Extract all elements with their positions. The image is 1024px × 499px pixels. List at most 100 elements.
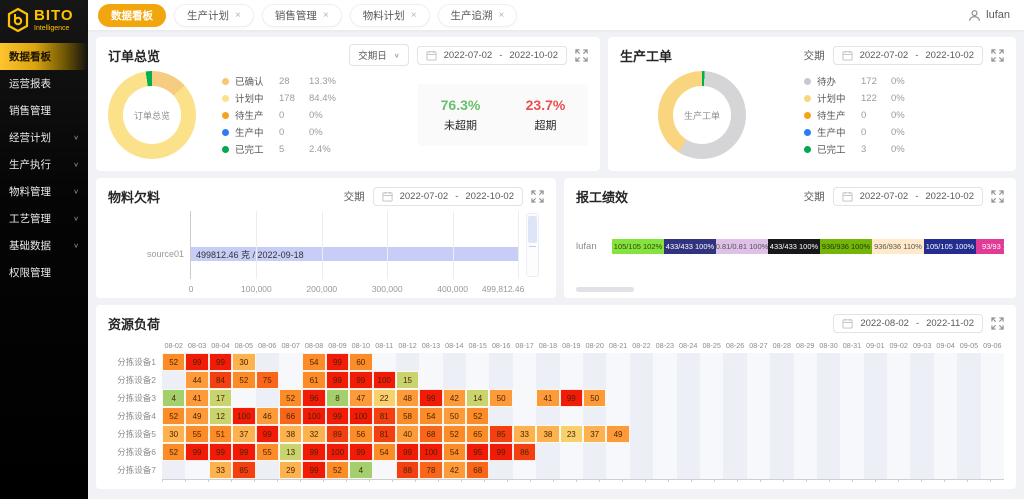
close-icon[interactable]: × xyxy=(322,9,329,21)
horizontal-scrollbar[interactable] xyxy=(576,287,634,292)
heatmap-cell xyxy=(980,407,1004,425)
close-icon[interactable]: × xyxy=(410,9,417,21)
performance-segment-4[interactable]: 433/433 100% xyxy=(768,238,820,254)
heatmap-cell xyxy=(933,425,958,443)
date-range-picker[interactable]: 2022-08-02 - 2022-11-02 xyxy=(833,313,983,333)
legend-row: 生产中 0 0% xyxy=(804,125,925,139)
scrollbar-handle[interactable] xyxy=(528,216,537,244)
fullscreen-icon[interactable] xyxy=(991,316,1004,330)
heatmap-cell: 50 xyxy=(442,407,467,425)
user-area[interactable]: lufan xyxy=(968,9,1010,22)
heatmap-cell: 30 xyxy=(162,425,186,443)
sidebar-item-4[interactable]: 经营计划 ∨ xyxy=(0,124,88,151)
performance-segment-5[interactable]: 936/936 100% xyxy=(820,238,872,254)
close-icon[interactable]: × xyxy=(235,9,241,21)
date-type-select[interactable]: 交期日 ∨ xyxy=(349,44,409,66)
performance-segment-3[interactable]: 0.81/0.81 100% xyxy=(716,238,768,254)
sidebar-item-6[interactable]: 物料管理 ∨ xyxy=(0,178,88,205)
heatmap-cell: 85 xyxy=(232,461,256,479)
heatmap-cell xyxy=(395,353,420,371)
tab-4[interactable]: 物料计划 × xyxy=(349,3,430,27)
heatmap-cell: 38 xyxy=(536,425,560,443)
close-icon[interactable]: × xyxy=(498,9,505,21)
sidebar-item-label: 工艺管理 xyxy=(9,213,51,225)
sidebar-item-7[interactable]: 工艺管理 ∨ xyxy=(0,205,88,232)
heatmap-cell: 68 xyxy=(419,425,443,443)
heatmap-cell: 89 xyxy=(325,425,350,443)
heatmap-cell xyxy=(980,353,1004,371)
heatmap-cell xyxy=(699,461,724,479)
heatmap-cell xyxy=(770,461,794,479)
heatmap-cell: 61 xyxy=(302,371,326,389)
date-range-picker[interactable]: 2022-07-02 - 2022-10-02 xyxy=(832,45,983,65)
heatmap-cell xyxy=(840,389,864,407)
heatmap-column-header: 08-25 xyxy=(702,341,721,350)
panel-performance: 报工绩效 交期 2022-07-02 - 2022-10-02 xyxy=(564,178,1016,298)
heatmap-cell xyxy=(699,389,724,407)
heatmap-cell: 54 xyxy=(419,407,443,425)
sidebar-item-label: 基础数据 xyxy=(9,240,51,252)
performance-segment-2[interactable]: 433/433 100% xyxy=(664,238,716,254)
date-range-picker[interactable]: 2022-07-02 - 2022-10-02 xyxy=(372,186,523,206)
performance-segment-7[interactable]: 105/105 100% xyxy=(924,238,976,254)
heatmap-cell: 49 xyxy=(606,425,630,443)
tab-2[interactable]: 生产计划 × xyxy=(174,3,254,27)
heatmap-cell: 4 xyxy=(162,389,186,407)
x-axis-tick: 499,812.46 xyxy=(481,284,525,294)
heatmap-cell xyxy=(512,407,537,425)
heatmap-cell xyxy=(816,371,841,389)
gridline xyxy=(321,211,323,279)
ontime-label: 未超期 xyxy=(443,120,477,132)
sidebar-item-8[interactable]: 基础数据 ∨ xyxy=(0,232,88,259)
overdue-percent: 23.7% xyxy=(525,97,566,113)
fullscreen-icon[interactable] xyxy=(991,48,1004,62)
heatmap-cell xyxy=(372,461,396,479)
date-range-picker[interactable]: 2022-07-02 - 2022-10-02 xyxy=(416,45,567,65)
heatmap-cell xyxy=(887,407,911,425)
bar-category-label: source01 xyxy=(146,249,184,259)
heatmap-cell: 99 xyxy=(185,443,209,461)
legend-dot xyxy=(804,94,811,102)
heatmap-cell: 42 xyxy=(442,461,467,479)
heatmap-cell xyxy=(887,425,911,443)
overdue-stats: 76.3% 未超期 23.7% 超期 xyxy=(418,84,588,146)
legend-row: 待生产 0 0% xyxy=(804,108,925,122)
heatmap-cell xyxy=(746,425,771,443)
tab-3[interactable]: 销售管理 × xyxy=(261,3,342,27)
heatmap-cell xyxy=(512,371,537,389)
legend-label: 已完工 xyxy=(817,145,846,156)
fullscreen-icon[interactable] xyxy=(531,189,544,203)
heatmap-cell: 48 xyxy=(395,389,420,407)
tab-5[interactable]: 生产追溯 × xyxy=(437,3,518,27)
tab-1[interactable]: 数据看板 xyxy=(98,3,166,27)
performance-segment-8[interactable]: 93/93 100% xyxy=(976,238,1004,254)
sidebar-item-label: 运营报表 xyxy=(9,78,51,90)
heatmap-cell xyxy=(746,353,771,371)
panel-title: 物料欠料 xyxy=(108,189,161,205)
heatmap-cell xyxy=(910,425,934,443)
legend-percent: 0% xyxy=(891,92,905,104)
heatmap-cell: 30 xyxy=(232,353,256,371)
heatmap-cell xyxy=(910,443,934,461)
date-range-picker[interactable]: 2022-07-02 - 2022-10-02 xyxy=(832,186,983,206)
sidebar-item-9[interactable]: 权限管理 xyxy=(0,259,88,286)
heatmap-row-label: 分拣设备6 xyxy=(117,447,156,457)
sidebar-item-2[interactable]: 运营报表 xyxy=(0,70,88,97)
performance-segment-1[interactable]: 105/105 102% xyxy=(612,238,664,254)
heatmap-cell xyxy=(816,353,841,371)
fullscreen-icon[interactable] xyxy=(575,48,588,62)
heatmap-cell xyxy=(910,389,934,407)
sidebar-item-5[interactable]: 生产执行 ∨ xyxy=(0,151,88,178)
shortage-bar[interactable]: 499812.46 克 / 2022-09-18 xyxy=(191,247,518,261)
heatmap-cell: 33 xyxy=(512,425,537,443)
performance-segment-6[interactable]: 936/936 110% xyxy=(872,238,924,254)
vertical-scrollbar[interactable] xyxy=(526,213,539,277)
heatmap-cell: 8 xyxy=(325,389,350,407)
fullscreen-icon[interactable] xyxy=(991,189,1004,203)
heatmap-cell xyxy=(676,461,700,479)
heatmap-cell: 99 xyxy=(325,353,350,371)
sidebar-item-3[interactable]: 销售管理 xyxy=(0,97,88,124)
sidebar-item-1[interactable]: 数据看板 xyxy=(0,43,88,70)
legend-dot xyxy=(222,145,229,153)
heatmap-row-label: 分拣设备1 xyxy=(117,357,156,367)
